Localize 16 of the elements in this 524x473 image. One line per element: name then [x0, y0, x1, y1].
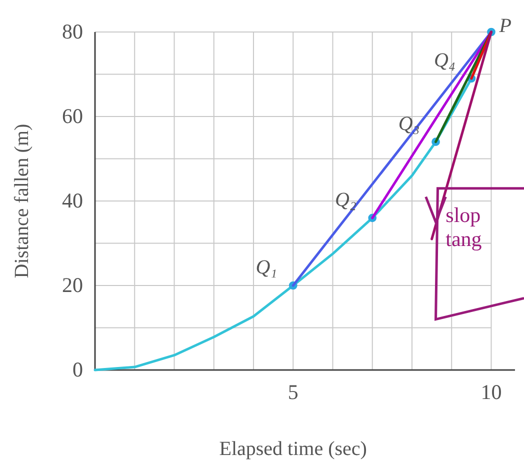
- annotation: Q₄: [434, 49, 456, 72]
- annotation: tang: [446, 227, 482, 252]
- y-axis-title: Distance fallen (m): [11, 124, 33, 278]
- y-tick-label: 60: [62, 104, 83, 128]
- annotation: P: [498, 15, 512, 37]
- annotation: Q₃: [398, 112, 420, 135]
- annotation: slop: [446, 203, 481, 228]
- y-tick-label: 40: [62, 188, 83, 213]
- y-tick-label: 0: [72, 358, 83, 382]
- annotation: Q₂: [334, 188, 356, 211]
- y-tick-label: 80: [62, 20, 83, 44]
- x-axis-title: Elapsed time (sec): [219, 438, 367, 460]
- y-tick-label: 20: [62, 273, 83, 298]
- x-tick-label: 10: [480, 380, 502, 404]
- x-tick-label: 5: [288, 380, 298, 404]
- annotation: Q₁: [256, 256, 278, 278]
